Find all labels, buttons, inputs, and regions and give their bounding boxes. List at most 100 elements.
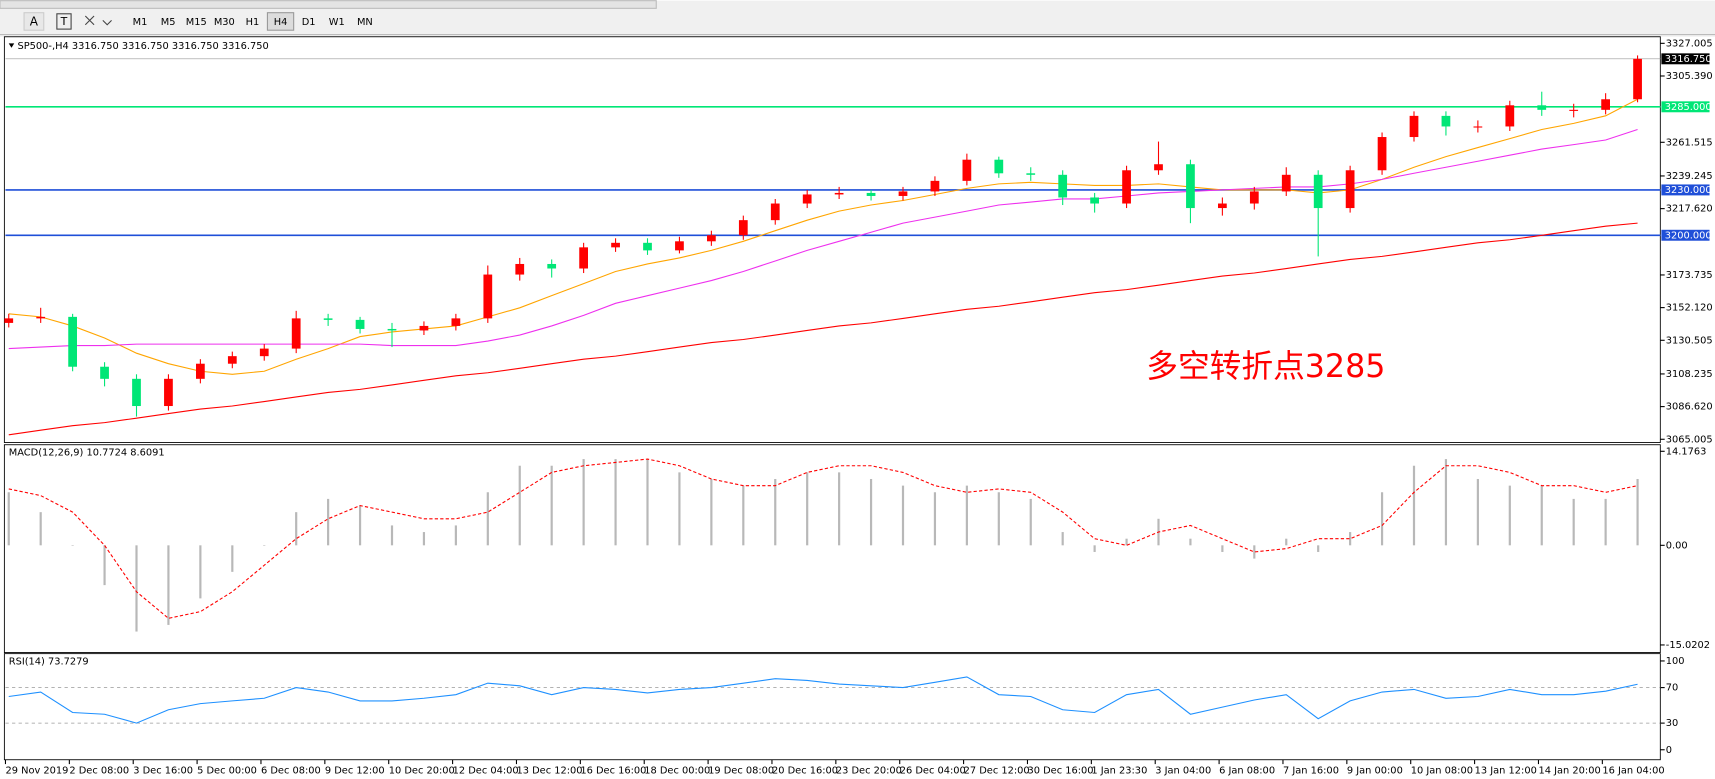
- y-tick-label: 3130.505: [1666, 335, 1713, 346]
- macd-bar: [486, 492, 489, 546]
- x-tick-label: 6 Jan 08:00: [1219, 766, 1275, 777]
- candle-body: [419, 325, 429, 331]
- arrow-tool[interactable]: [84, 15, 112, 26]
- macd-bar: [806, 472, 809, 546]
- level-label: 3285.000: [1665, 102, 1712, 113]
- candle-body: [643, 242, 652, 251]
- indicator-line: [8, 222, 1638, 436]
- macd-bar: [774, 478, 777, 546]
- x-tick-label: 16 Jan 04:00: [1602, 766, 1664, 777]
- macd-bar: [742, 485, 745, 546]
- level-label-bg: [1661, 101, 1710, 113]
- candle-body: [579, 247, 588, 269]
- macd-bar: [199, 545, 202, 599]
- panel-title: SP500-,H4 3316.750 3316.750 3316.750 331…: [18, 41, 269, 52]
- font-tool-button[interactable]: [23, 12, 45, 31]
- macd-bar: [1093, 545, 1096, 552]
- x-tick-label: 20 Dec 16:00: [772, 766, 838, 777]
- symbol-dropdown[interactable]: [8, 43, 15, 48]
- macd-bar: [1636, 478, 1639, 546]
- annotation: 多空转折点3285: [1146, 349, 1385, 385]
- macd-bar: [965, 485, 968, 546]
- macd-bar: [390, 525, 394, 546]
- level-label: 3200.000: [1665, 230, 1712, 241]
- candle-body: [898, 191, 908, 196]
- x-tick-label: 6 Dec 08:00: [261, 766, 321, 777]
- x-tick-label: 1 Jan 23:30: [1091, 766, 1147, 777]
- macd-bar: [7, 492, 10, 546]
- macd-bar: [1540, 485, 1543, 546]
- y-tick-label: 3108.235: [1666, 369, 1713, 380]
- candle-body: [834, 192, 844, 195]
- candle-body: [355, 319, 365, 329]
- x-tick-label: 3 Jan 04:00: [1155, 766, 1211, 777]
- x-tick-label: 30 Dec 16:00: [1027, 766, 1093, 777]
- y-tick-label: -15.0202: [1666, 640, 1710, 651]
- candle-body: [547, 263, 557, 269]
- candle-body: [1058, 174, 1068, 198]
- macd-bar: [1476, 478, 1479, 546]
- macd-bar: [422, 532, 426, 546]
- candle-body: [1601, 99, 1610, 110]
- level-label-bg: [1661, 184, 1710, 196]
- macd-bar: [1285, 538, 1288, 546]
- text-tool-button[interactable]: [56, 13, 72, 30]
- candle-body: [483, 274, 493, 319]
- panel-title: RSI(14) 73.7279: [9, 656, 89, 667]
- macd-bar: [1572, 498, 1575, 546]
- timeframe-button[interactable]: W1: [329, 17, 345, 28]
- x-tick-label: 9 Jan 00:00: [1347, 766, 1403, 777]
- candle-body: [259, 348, 269, 357]
- candle-body: [611, 242, 620, 248]
- candle-body: [1249, 191, 1259, 204]
- candle-body: [164, 378, 173, 407]
- x-tick-label: 3 Dec 16:00: [133, 766, 193, 777]
- macd-bar: [103, 545, 106, 586]
- macd-bar: [710, 478, 713, 546]
- macd-bar: [1221, 545, 1224, 552]
- timeframe-button[interactable]: H1: [246, 17, 260, 28]
- candle-body: [36, 316, 46, 319]
- candle-body: [1441, 115, 1451, 127]
- candle-body: [675, 241, 684, 251]
- timeframe-button[interactable]: D1: [302, 17, 316, 28]
- macd-panel: [3, 444, 1661, 653]
- timeframe-button[interactable]: M5: [161, 17, 176, 28]
- candle-body: [1122, 170, 1131, 204]
- macd-bar: [550, 465, 553, 546]
- candle-body: [1154, 164, 1163, 171]
- y-tick-label: 14.1763: [1666, 446, 1707, 457]
- x-tick-label: 14 Jan 20:00: [1538, 766, 1600, 777]
- x-tick-label: 13 Dec 12:00: [516, 766, 582, 777]
- candle-body: [1186, 164, 1195, 209]
- candle-body: [866, 192, 876, 196]
- timeframe-button[interactable]: MN: [357, 17, 373, 28]
- macd-bar: [263, 545, 266, 546]
- timeframe-active-bg: [266, 12, 295, 31]
- y-tick-label: 3173.735: [1666, 270, 1713, 281]
- macd-bar: [1444, 459, 1448, 546]
- candle-body: [1313, 174, 1323, 209]
- macd-bar: [231, 545, 234, 572]
- level-label: 3230.000: [1665, 185, 1712, 196]
- timeframe-button[interactable]: H4: [274, 17, 288, 28]
- x-tick-label: 26 Dec 04:00: [900, 766, 966, 777]
- y-tick-label: 3305.390: [1666, 71, 1713, 82]
- candle-body: [1409, 115, 1419, 138]
- y-tick-label: 0: [1666, 745, 1672, 756]
- macd-bar: [678, 472, 681, 546]
- macd-bar: [933, 492, 937, 546]
- timeframe-button[interactable]: M15: [186, 17, 207, 28]
- macd-bar: [869, 478, 873, 546]
- x-tick-label: 19 Dec 08:00: [708, 766, 774, 777]
- macd-bar: [1029, 498, 1032, 546]
- y-tick-label: 30: [1666, 718, 1679, 729]
- macd-bar: [1189, 538, 1192, 546]
- candle-body: [100, 366, 109, 379]
- y-tick-label: 3261.515: [1666, 137, 1713, 148]
- timeframe-button[interactable]: M1: [133, 17, 148, 28]
- timeframe-button[interactable]: M30: [214, 17, 235, 28]
- y-tick-label: 3086.620: [1666, 402, 1713, 413]
